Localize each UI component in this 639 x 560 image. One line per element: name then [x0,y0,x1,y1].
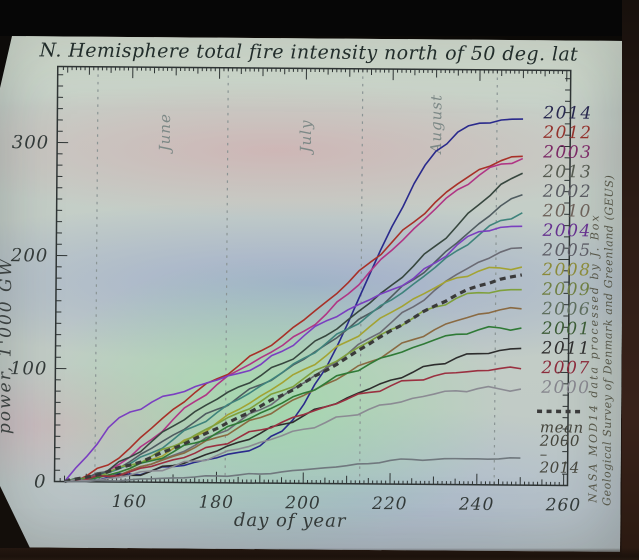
series-curve-2006 [64,306,522,483]
year-label-2008: 2008 [541,260,591,280]
month-gridline [224,67,229,483]
x-tick-label: 160 [112,492,148,512]
year-label-2007: 2007 [540,358,590,378]
x-tick-label: 240 [458,495,495,515]
photo-dark-right-edge [622,0,639,560]
month-gridline [493,69,499,485]
year-label-2014: 2014 [542,103,592,123]
series-curve-2000 [64,385,522,483]
year-label-2013: 2013 [542,162,592,182]
y-tick-label: 200 [10,245,49,266]
plot-box [53,65,572,487]
month-gridline [359,68,364,484]
y-tick-label: 0 [34,471,47,492]
series-curve-2007 [64,366,522,483]
year-label-2000: 2000 [540,378,590,398]
x-tick-label: 220 [371,494,408,514]
series-curve-2012 [64,155,523,483]
year-label-2005: 2005 [541,241,591,261]
credit-line-1: NASA MOD14 data processed by J. Box [586,213,602,503]
series-curve-unlabeled [64,457,521,483]
year-label-2001: 2001 [541,319,591,339]
x-axis-title: day of year [233,509,347,532]
series-curve-2002 [64,194,523,483]
legend-line: mean [540,418,584,436]
series-curve-2003 [64,157,524,483]
photo-corner-shadow-top-left [0,36,12,88]
y-tick-label: 100 [10,358,48,379]
slide: N. Hemisphere total fire intensity north… [0,36,624,552]
year-label-2002: 2002 [542,182,592,202]
x-tick-label: 180 [198,493,234,513]
y-tick-label: 300 [12,132,50,153]
series-curve-2013 [64,172,523,483]
series-curve-2011 [64,347,522,483]
month-label: July [297,119,315,155]
year-label-2003: 2003 [542,143,592,163]
month-gridline [94,66,99,482]
legend-line: 2000 [539,432,580,450]
photo-dark-top-bar [0,0,639,36]
series-curve-mean 2000 - 2014 [64,273,523,484]
series-curve-2001 [64,325,522,483]
year-label-2011: 2011 [540,339,590,359]
legend-line: – [540,445,548,463]
series-curve-2004 [63,225,523,483]
month-label: June [156,113,174,154]
photo-dark-bottom-edge [0,548,639,560]
year-label-2010: 2010 [542,201,592,221]
photo-corner-shadow-bottom-left [0,486,30,548]
legend-line: 2014 [539,458,580,476]
month-label: August [427,94,445,156]
year-label-2004: 2004 [541,221,591,241]
year-label-2009: 2009 [541,280,591,300]
series-curve-2010 [64,212,523,483]
y-axis-title: power, 1'000 GW [0,256,17,435]
x-tick-label: 260 [545,495,582,515]
x-tick-label: 200 [284,493,321,513]
credit-line-2: Geological Survey of Denmark and Greenla… [600,174,616,506]
year-label-2012: 2012 [542,123,592,143]
year-label-2006: 2006 [541,299,591,319]
